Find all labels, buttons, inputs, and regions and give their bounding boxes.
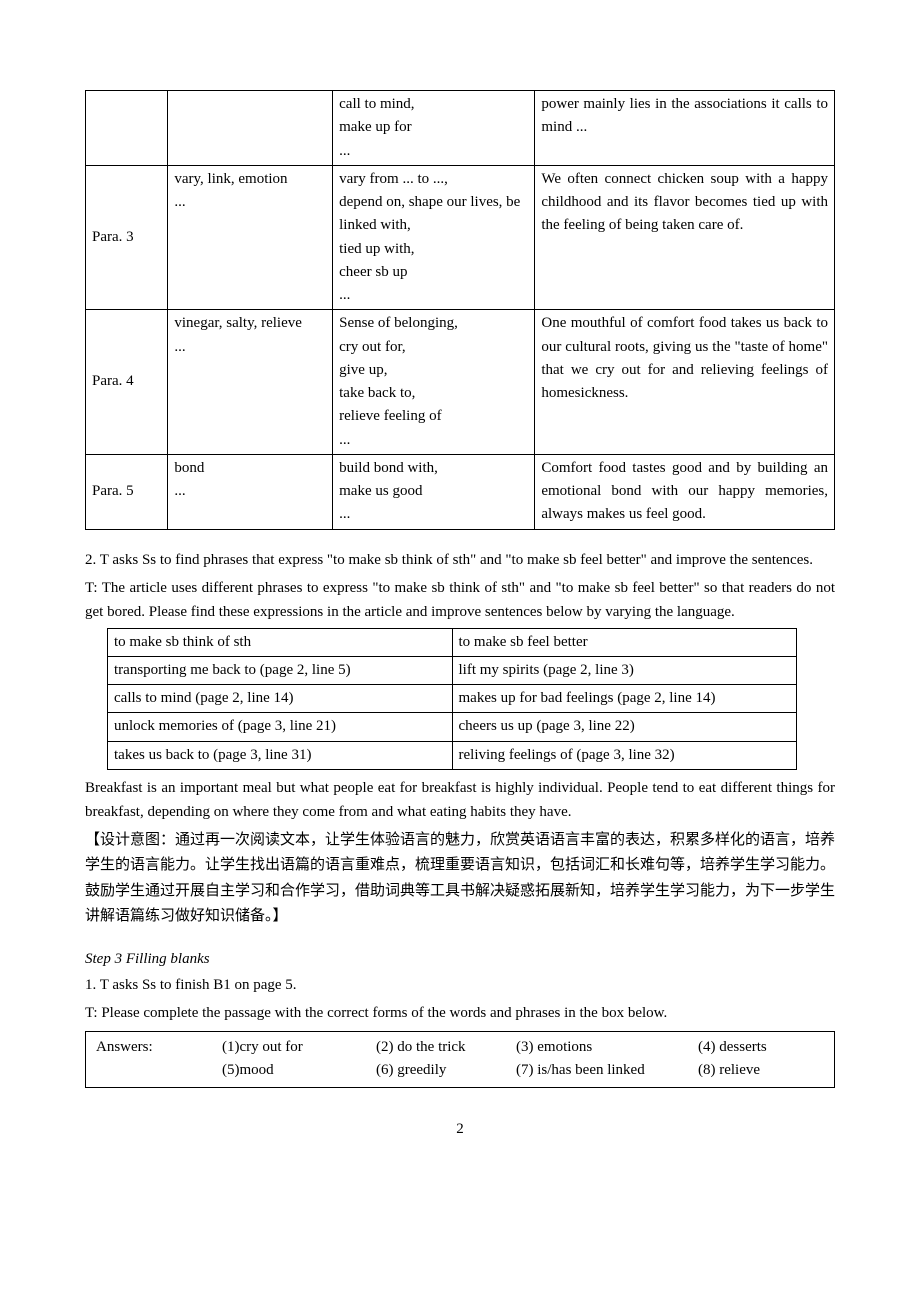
phrase-table: to make sb think of sth to make sb feel … (107, 628, 797, 770)
answers-label: Answers: (96, 1036, 222, 1059)
answer-item: (3) emotions (516, 1036, 698, 1059)
phrase-cell: unlock memories of (page 3, line 21) (108, 713, 453, 741)
words-cell (168, 91, 333, 166)
step3-line2: T: Please complete the passage with the … (85, 1001, 835, 1025)
para-cell: Para. 5 (86, 454, 168, 529)
phrases-cell: Sense of belonging, cry out for, give up… (333, 310, 535, 455)
answer-item: (7) is/has been linked (516, 1059, 698, 1082)
answer-item: (5)mood (222, 1059, 376, 1082)
table-row: Para. 4 vinegar, salty, relieve ... Sens… (86, 310, 835, 455)
answers-cell: Answers: (1)cry out for (2) do the trick… (86, 1032, 835, 1088)
sentence-cell: One mouthful of comfort food takes us ba… (535, 310, 835, 455)
words-cell: vary, link, emotion ... (168, 165, 333, 310)
para-cell: Para. 4 (86, 310, 168, 455)
para-cell (86, 91, 168, 166)
phrases-cell: build bond with, make us good ... (333, 454, 535, 529)
task2-teacher: T: The article uses different phrases to… (85, 576, 835, 624)
answer-item: (6) greedily (376, 1059, 516, 1082)
sentence-cell: power mainly lies in the associations it… (535, 91, 835, 166)
phrase-cell: calls to mind (page 2, line 14) (108, 685, 453, 713)
main-phrases-table: call to mind, make up for ... power main… (85, 90, 835, 530)
answer-item: (4) desserts (698, 1036, 824, 1059)
answer-item: (2) do the trick (376, 1036, 516, 1059)
step3-title: Step 3 Filling blanks (85, 948, 835, 971)
phrase-cell: lift my spirits (page 2, line 3) (452, 656, 797, 684)
phrase-head-left: to make sb think of sth (108, 628, 453, 656)
para-cell: Para. 3 (86, 165, 168, 310)
answers-spacer (96, 1059, 222, 1082)
table-row: Para. 3 vary, link, emotion ... vary fro… (86, 165, 835, 310)
design-intent: 【设计意图：通过再一次阅读文本，让学生体验语言的魅力，欣赏英语语言丰富的表达，积… (85, 828, 835, 930)
sentence-cell: Comfort food tastes good and by building… (535, 454, 835, 529)
phrase-cell: takes us back to (page 3, line 31) (108, 741, 453, 769)
phrase-cell: cheers us up (page 3, line 22) (452, 713, 797, 741)
table-row: Answers: (1)cry out for (2) do the trick… (86, 1032, 835, 1088)
step3-line1: 1. T asks Ss to finish B1 on page 5. (85, 973, 835, 997)
phrase-cell: makes up for bad feelings (page 2, line … (452, 685, 797, 713)
page-number: 2 (85, 1118, 835, 1141)
answer-item: (1)cry out for (222, 1036, 376, 1059)
words-cell: vinegar, salty, relieve ... (168, 310, 333, 455)
phrases-cell: call to mind, make up for ... (333, 91, 535, 166)
table-row: unlock memories of (page 3, line 21) che… (108, 713, 797, 741)
breakfast-paragraph: Breakfast is an important meal but what … (85, 776, 835, 824)
phrase-cell: reliving feelings of (page 3, line 32) (452, 741, 797, 769)
phrase-cell: transporting me back to (page 2, line 5) (108, 656, 453, 684)
data-row: calls to mind (page 2, line 14) makes up… (108, 685, 797, 713)
phrase-head-right: to make sb feel better (452, 628, 797, 656)
table-row: to make sb think of sth to make sb feel … (108, 628, 797, 656)
answers-table: Answers: (1)cry out for (2) do the trick… (85, 1031, 835, 1088)
answer-item: (8) relieve (698, 1059, 824, 1082)
task2-intro: 2. T asks Ss to find phrases that expres… (85, 548, 835, 572)
phrases-cell: vary from ... to ..., depend on, shape o… (333, 165, 535, 310)
table-row: takes us back to (page 3, line 31) reliv… (108, 741, 797, 769)
table-row: call to mind, make up for ... power main… (86, 91, 835, 166)
sentence-cell: We often connect chicken soup with a hap… (535, 165, 835, 310)
words-cell: bond ... (168, 454, 333, 529)
table-row: transporting me back to (page 2, line 5)… (108, 656, 797, 684)
table-row: Para. 5 bond ... build bond with, make u… (86, 454, 835, 529)
